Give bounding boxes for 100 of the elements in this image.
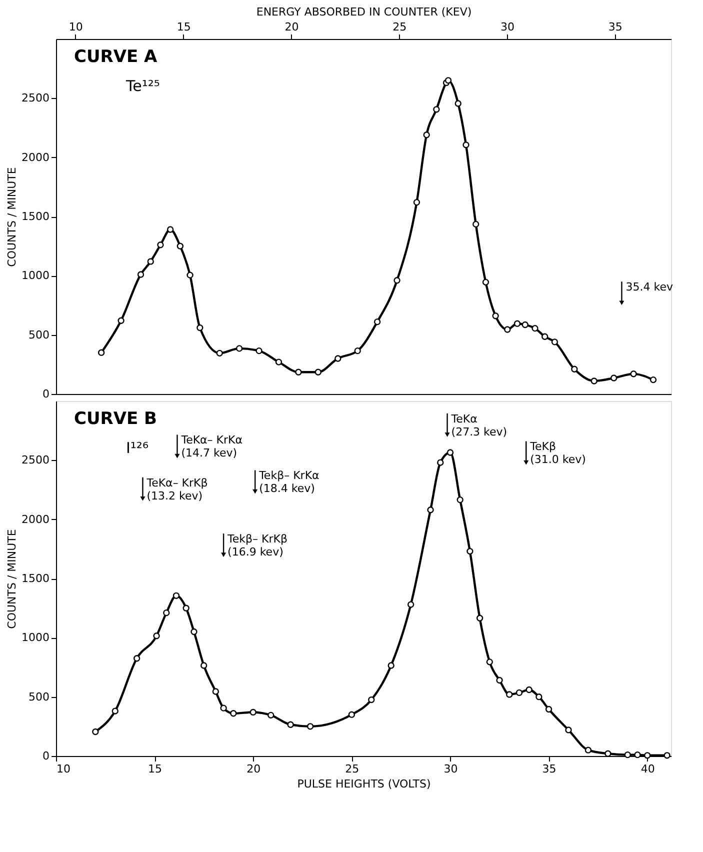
- point: [275, 358, 282, 366]
- y-tick-label: 2500: [22, 92, 50, 105]
- y-tick-label: 0: [42, 388, 50, 400]
- point: [212, 688, 219, 695]
- x2-tick-label: 25: [392, 20, 407, 34]
- point: [532, 324, 538, 332]
- point: [650, 376, 657, 384]
- point: [433, 106, 440, 113]
- point: [506, 691, 513, 698]
- point: [250, 708, 256, 716]
- annotation: TeKα– KrKα (14.7 kev): [180, 434, 243, 460]
- annotation: Tekβ– KrKβ (16.9 kev): [226, 532, 288, 559]
- x-tick-label: 20: [246, 762, 261, 776]
- point: [368, 696, 375, 704]
- point: [153, 632, 160, 640]
- point: [354, 347, 361, 354]
- point: [496, 676, 503, 684]
- point: [446, 449, 454, 456]
- point: [314, 368, 322, 376]
- point: [182, 604, 190, 612]
- point: [604, 750, 612, 757]
- annotation: 35.4 kev: [626, 280, 674, 294]
- point: [472, 220, 480, 228]
- point: [220, 704, 227, 712]
- y-tick-label: 0: [42, 750, 50, 762]
- point: [413, 198, 420, 206]
- annotation: Tekβ– KrKα (18.4 kev): [258, 469, 320, 496]
- point: [571, 366, 578, 372]
- point: [423, 132, 430, 138]
- point: [456, 496, 464, 504]
- point: [590, 378, 598, 384]
- point: [394, 277, 400, 284]
- point: [454, 100, 462, 107]
- annotation: TeKα– KrKβ (13.2 kev): [146, 476, 208, 502]
- x2-axis-title: ENERGY ABSORBED IN COUNTER (KEV): [256, 6, 472, 18]
- point: [664, 752, 670, 759]
- x-tick-label: 15: [148, 762, 162, 776]
- point: [176, 242, 184, 250]
- annotation: I¹²⁶: [126, 439, 148, 457]
- point: [466, 548, 474, 555]
- point: [118, 317, 124, 324]
- point: [172, 592, 180, 599]
- point: [444, 77, 452, 84]
- x2-tick-label: 35: [608, 20, 622, 34]
- point: [630, 370, 637, 378]
- point: [137, 271, 144, 278]
- point: [200, 662, 208, 669]
- point: [526, 686, 532, 694]
- x2-tick-label: 10: [68, 20, 83, 34]
- point: [504, 326, 511, 333]
- point: [268, 712, 274, 719]
- annotation: Te¹²⁵: [125, 77, 160, 95]
- annotation: CURVE B: [74, 409, 158, 429]
- point: [492, 312, 499, 320]
- y-axis-title: COUNTS / MINUTE: [6, 529, 19, 629]
- x2-tick-label: 30: [500, 20, 514, 34]
- y-axis-title: COUNTS / MINUTE: [6, 167, 19, 267]
- annotation: TeKβ (31.0 kev): [529, 440, 586, 466]
- y-tick-label: 1000: [22, 631, 50, 644]
- point: [92, 728, 99, 736]
- point: [230, 710, 237, 717]
- y-tick-label: 500: [28, 690, 50, 704]
- point: [542, 333, 548, 340]
- x-axis-title: PULSE HEIGHTS (VOLTS): [297, 778, 431, 790]
- point: [610, 374, 618, 382]
- point: [216, 350, 223, 357]
- point: [306, 723, 314, 730]
- point: [545, 706, 552, 713]
- y-tick-label: 500: [28, 328, 50, 342]
- point: [565, 726, 572, 734]
- x2-tick-label: 20: [284, 20, 299, 34]
- point: [551, 338, 558, 346]
- y-tick-label: 1500: [22, 572, 50, 585]
- point: [287, 721, 294, 728]
- x-tick-label: 30: [444, 762, 458, 776]
- annotation: CURVE A: [74, 47, 158, 67]
- point: [186, 272, 194, 278]
- annotation: TeKα (27.3 kev): [450, 412, 508, 438]
- point: [634, 751, 641, 758]
- point: [147, 258, 154, 265]
- point: [166, 226, 174, 233]
- point: [236, 345, 243, 352]
- point: [476, 614, 484, 622]
- x2-tick-label: 15: [176, 20, 191, 34]
- point: [522, 321, 528, 328]
- point: [437, 459, 444, 466]
- point: [462, 142, 470, 148]
- point: [348, 711, 356, 718]
- point: [295, 368, 302, 376]
- point: [196, 324, 204, 332]
- point: [584, 746, 592, 754]
- point: [256, 347, 262, 354]
- point: [388, 662, 394, 669]
- y-tick-label: 2000: [22, 512, 50, 526]
- point: [190, 628, 198, 636]
- point: [514, 320, 521, 327]
- x-tick-label: 10: [56, 762, 70, 776]
- point: [374, 318, 381, 326]
- point: [486, 658, 493, 666]
- y-tick-label: 2000: [22, 150, 50, 164]
